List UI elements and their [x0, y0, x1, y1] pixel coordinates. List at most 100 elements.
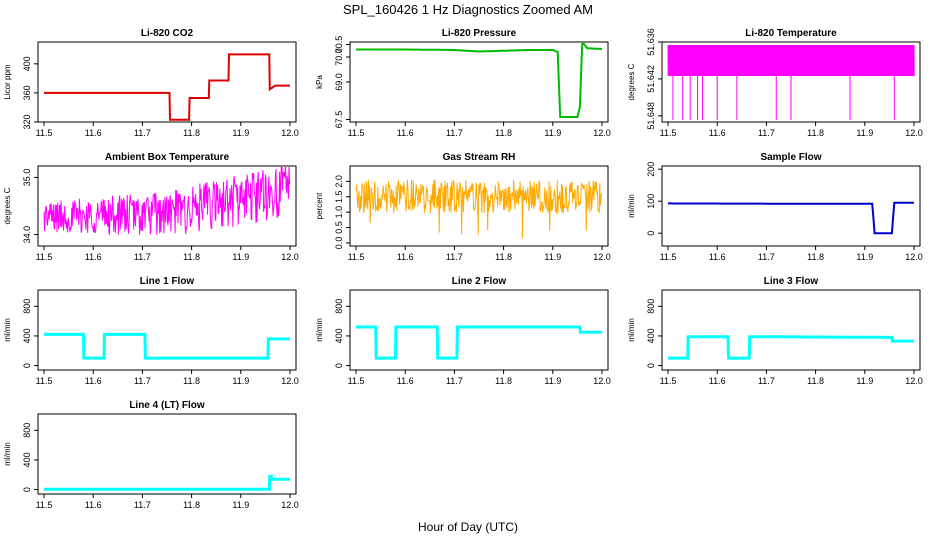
- y-tick-label: 0: [646, 231, 656, 236]
- y-tick-label: 400: [22, 328, 32, 343]
- x-tick-label: 11.8: [807, 128, 824, 138]
- y-tick-label: 0.0: [334, 237, 344, 250]
- plot-frame: [37, 289, 297, 371]
- y-tick-label: 360: [22, 85, 32, 100]
- x-tick-label: 11.7: [758, 128, 775, 138]
- x-tick-label: 11.5: [660, 128, 677, 138]
- x-tick-label: 11.6: [397, 128, 414, 138]
- x-tick-label: 11.6: [397, 252, 414, 262]
- panels: Li-820 CO2 Licor ppm 11.5 11.6 11.7 11.8 11.9 1…: [3, 28, 923, 510]
- y-tick-label: 35.0: [22, 169, 32, 187]
- x-tick-label: 11.5: [348, 252, 365, 262]
- y-tick-label: 800: [22, 299, 32, 314]
- y-tick-label: 100: [646, 194, 656, 209]
- y-tick-label: 400: [334, 328, 344, 343]
- x-tick-label: 11.7: [446, 128, 463, 138]
- y-axis-label: percent: [315, 192, 324, 219]
- series-line: [668, 335, 914, 360]
- x-tick-label: 11.8: [183, 376, 200, 386]
- x-tick-label: 11.7: [134, 128, 151, 138]
- figure-title: SPL_160426 1 Hz Diagnostics Zoomed AM: [343, 2, 593, 17]
- x-tick-label: 11.8: [495, 128, 512, 138]
- x-tick-label: 11.9: [232, 128, 249, 138]
- x-tick-label: 11.9: [856, 376, 873, 386]
- chart-panel-8: Line 2 Flow ml/min 11.5 11.6 11.7 11.8 11.9 12.…: [315, 276, 611, 386]
- y-tick-label: 67.5: [334, 111, 344, 129]
- y-tick-label: 0: [22, 487, 32, 492]
- x-tick-label: 11.9: [544, 376, 561, 386]
- series-line: [356, 325, 602, 360]
- x-tick-label: 12.0: [281, 376, 299, 386]
- y-tick-label: 51.636: [646, 28, 656, 56]
- x-tick-label: 12.0: [905, 376, 923, 386]
- plot-frame: [37, 41, 297, 123]
- y-tick-label: 320: [22, 114, 32, 129]
- y-tick-label: 51.642: [646, 65, 656, 93]
- x-tick-label: 11.5: [660, 252, 677, 262]
- series-line: [355, 179, 603, 239]
- chart-panel-1: Li-820 CO2 Licor ppm 11.5 11.6 11.7 11.8 11.9 1…: [3, 28, 299, 138]
- y-tick-label: 400: [646, 328, 656, 343]
- chart-panel-5: Gas Stream RH percent 11.5 11.6 11.7 11.8 11.9…: [315, 152, 611, 262]
- y-tick-label: 34.0: [22, 226, 32, 244]
- x-tick-label: 11.8: [495, 252, 512, 262]
- plot-frame: [349, 41, 609, 123]
- x-tick-label: 12.0: [281, 252, 299, 262]
- y-tick-label: 0: [646, 363, 656, 368]
- plot-area: [43, 167, 291, 235]
- plot-area: [667, 44, 915, 120]
- y-tick-label: 800: [22, 423, 32, 438]
- y-axis-label: ml/min: [627, 194, 636, 218]
- x-tick-label: 12.0: [593, 252, 611, 262]
- y-tick-label: 69.0: [334, 73, 344, 91]
- plot-frame: [349, 289, 609, 371]
- x-tick-label: 12.0: [905, 252, 923, 262]
- x-tick-label: 11.7: [446, 252, 463, 262]
- y-tick-label: 70.5: [334, 36, 344, 54]
- y-axis-label: Licor ppm: [3, 64, 12, 99]
- y-tick-label: 200: [646, 162, 656, 177]
- plot-area: [44, 332, 290, 360]
- x-tick-label: 11.5: [36, 128, 53, 138]
- y-tick-label: 2.0: [334, 175, 344, 188]
- plot-frame: [37, 413, 297, 495]
- chart-title: Li-820 CO2: [141, 28, 194, 39]
- y-tick-label: 70.0: [334, 48, 344, 66]
- plot-area: [668, 201, 914, 235]
- x-tick-label: 12.0: [593, 128, 611, 138]
- y-axis-label: ml/min: [627, 318, 636, 342]
- chart-title: Li-820 Pressure: [442, 28, 517, 39]
- x-tick-label: 11.6: [85, 128, 102, 138]
- y-axis-label: ml/min: [3, 442, 12, 466]
- y-tick-label: 1.0: [334, 206, 344, 219]
- series-line: [44, 53, 290, 121]
- plot-frame: [661, 41, 921, 123]
- x-tick-label: 12.0: [593, 376, 611, 386]
- chart-title: Ambient Box Temperature: [105, 152, 230, 163]
- chart-panel-4: Ambient Box Temperature degrees C 11.5 11.6…: [3, 152, 299, 262]
- x-tick-label: 11.6: [709, 128, 726, 138]
- chart-title: Line 4 (LT) Flow: [129, 400, 205, 411]
- plot-frame: [661, 289, 921, 371]
- series-line: [43, 167, 291, 235]
- chart-panel-2: Li-820 Pressure kPa 11.5 11.6 11.7 11.8 11.9 12…: [315, 28, 611, 138]
- series-line: [44, 332, 290, 360]
- x-tick-label: 11.6: [397, 376, 414, 386]
- x-tick-label: 11.8: [807, 252, 824, 262]
- x-tick-label: 11.5: [348, 128, 365, 138]
- chart-panel-3: Li-820 Temperature degrees C 11.5 11.6 11.7 1…: [627, 28, 923, 138]
- series-line: [44, 474, 290, 491]
- y-tick-label: 0: [22, 363, 32, 368]
- x-tick-label: 11.9: [232, 376, 249, 386]
- x-tick-label: 11.7: [134, 252, 151, 262]
- y-tick-label: 51.648: [646, 102, 656, 130]
- chart-title: Line 3 Flow: [764, 276, 819, 287]
- plot-area: [44, 474, 290, 491]
- plot-area: [356, 325, 602, 360]
- x-tick-label: 11.5: [36, 376, 53, 386]
- x-tick-label: 11.5: [660, 376, 677, 386]
- x-tick-label: 11.6: [709, 376, 726, 386]
- x-tick-label: 12.0: [281, 128, 299, 138]
- x-tick-label: 11.7: [758, 252, 775, 262]
- chart-panel-7: Line 1 Flow ml/min 11.5 11.6 11.7 11.8 11.9 12.…: [3, 276, 299, 386]
